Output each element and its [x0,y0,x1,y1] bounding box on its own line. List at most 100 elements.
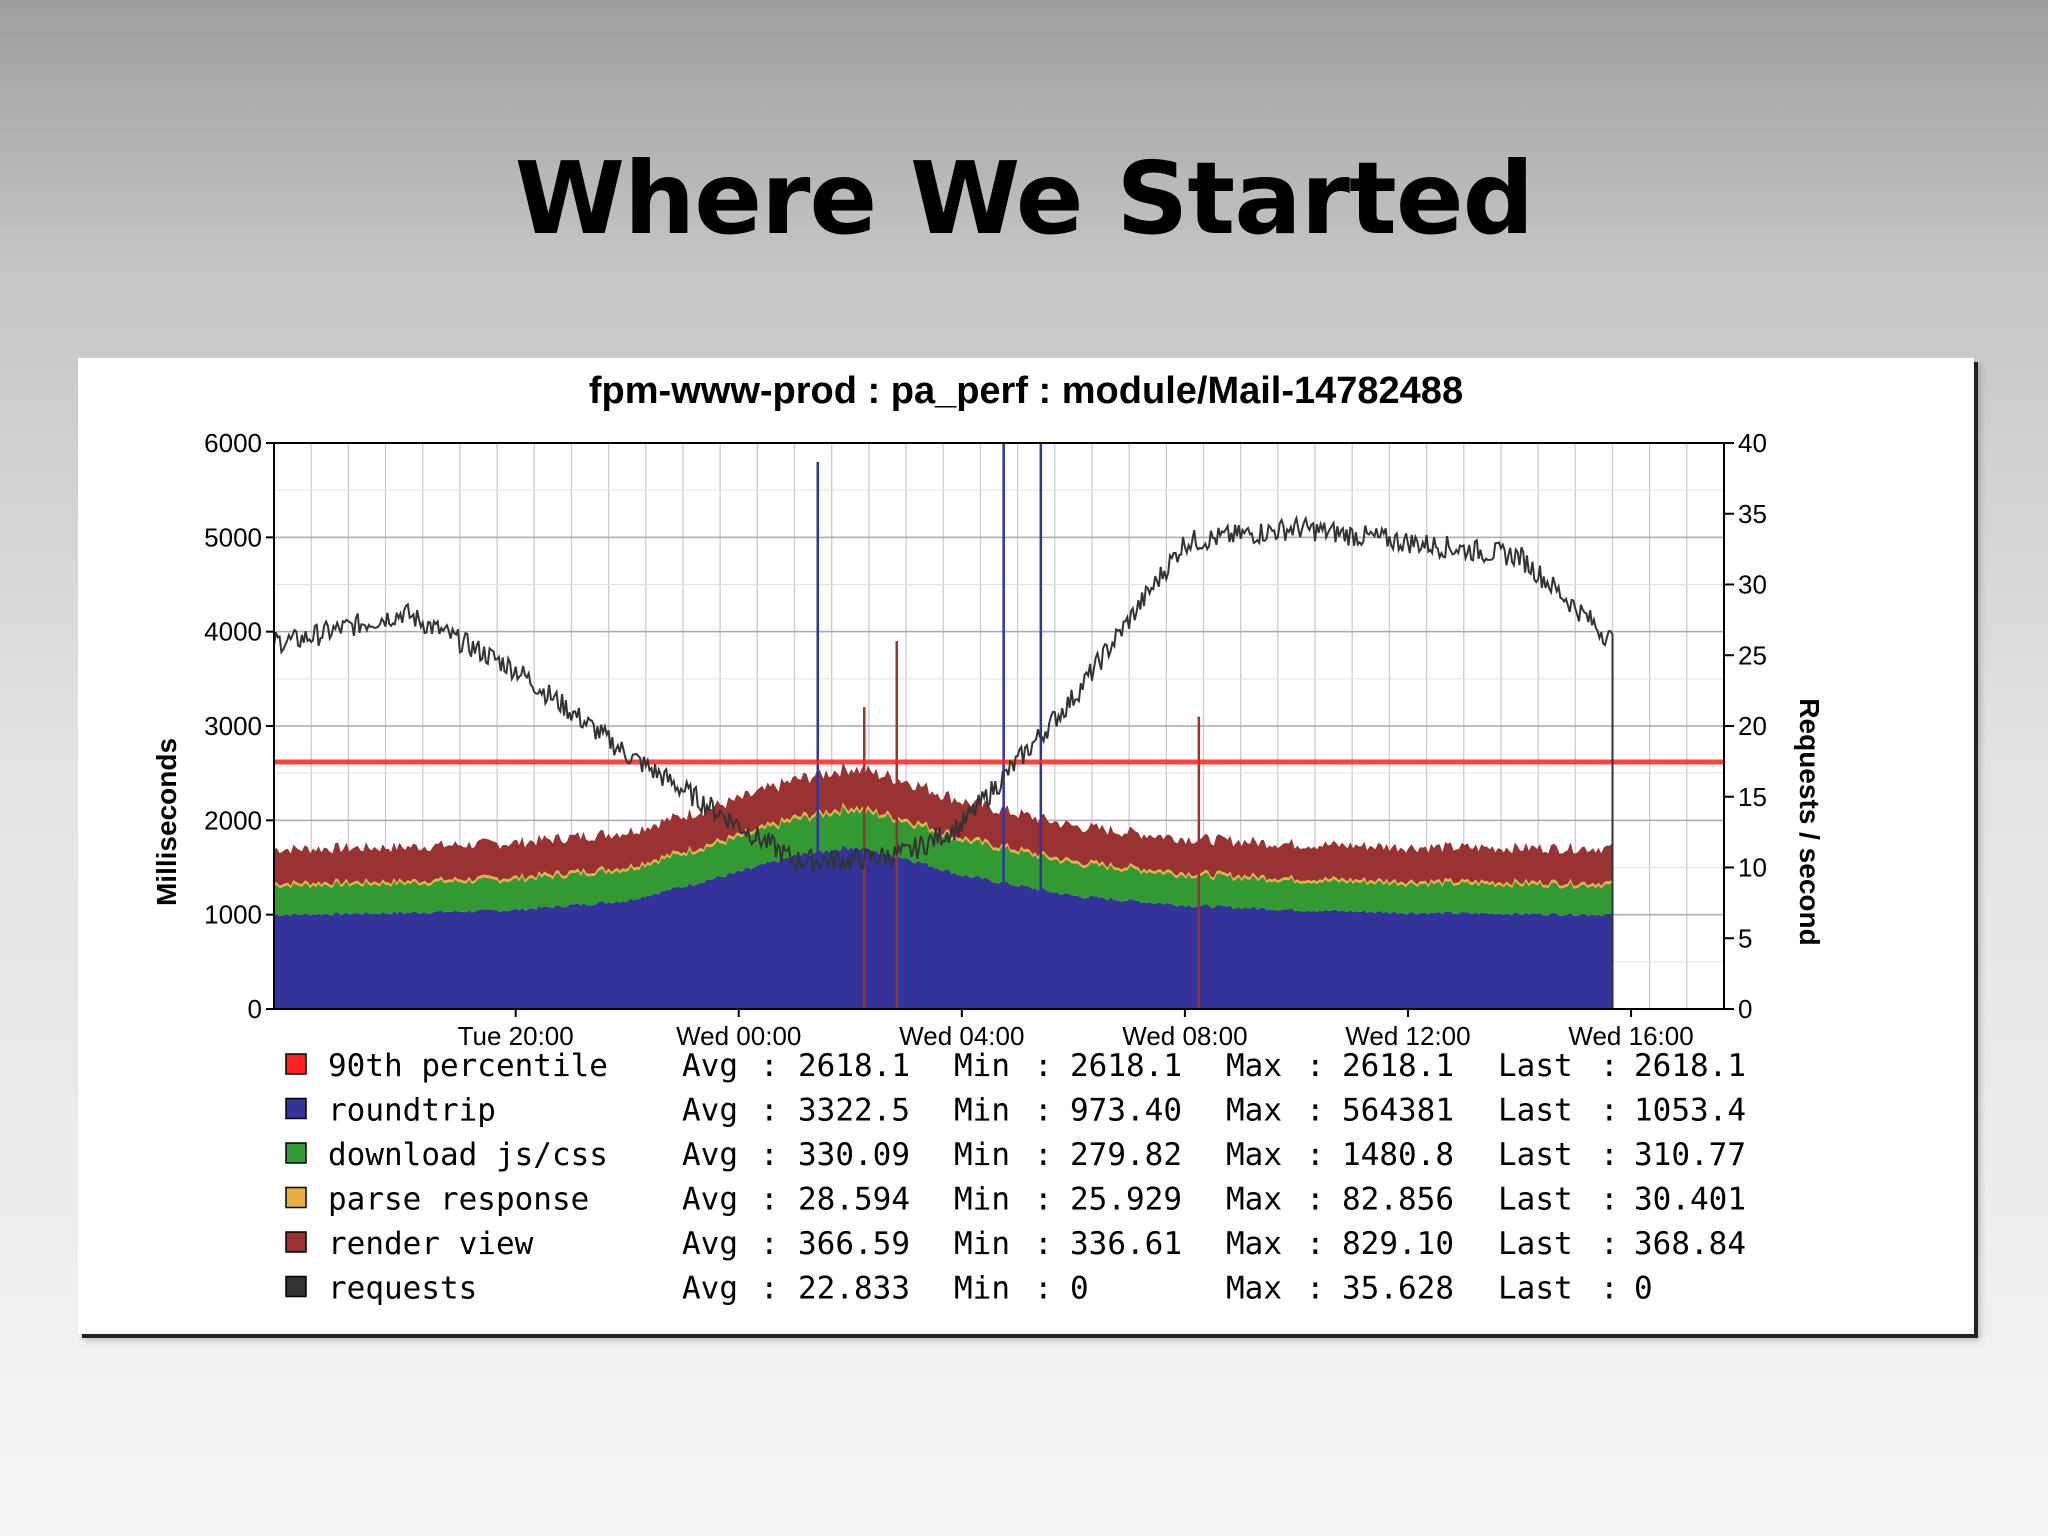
x-tick-label: Tue 20:00 [458,1021,574,1051]
legend-row: 90th percentile Avg:2618.1 Min:2618.1 Max:2… [285,1048,1746,1084]
legend-max-value: 1480.8 [1342,1137,1454,1173]
legend-sep: : [1600,1137,1619,1173]
legend-max-value: 82.856 [1342,1182,1454,1218]
area-render-view [274,762,1613,886]
y-tick-label: 2000 [204,805,262,835]
y2-tick-label: 25 [1738,640,1767,670]
y2-axis-label: Requests / second [1794,698,1825,945]
legend-min-value: 279.82 [1070,1137,1182,1173]
legend-sep: : [1306,1182,1325,1218]
legend-min-value: 973.40 [1070,1093,1182,1129]
legend-last-value: 30.401 [1634,1182,1746,1218]
y-tick-label: 1000 [204,900,262,930]
legend-min-label: Min [954,1226,1010,1262]
x-tick-label: Wed 16:00 [1568,1021,1693,1051]
legend-max-label: Max [1226,1048,1282,1084]
legend-min-value: 336.61 [1070,1226,1182,1262]
legend-last-value: 1053.4 [1634,1093,1746,1129]
legend-sep: : [1306,1048,1325,1084]
chart-panel: fpm-www-prod : pa_perf : module/Mail-147… [78,358,1974,1334]
legend-last-value: 310.77 [1634,1137,1746,1173]
x-tick-label: Wed 00:00 [676,1021,801,1051]
legend-series-name: parse response [328,1182,589,1218]
legend-avg-label: Avg [682,1271,738,1307]
legend-sep: : [760,1137,779,1173]
legend-sep: : [1306,1093,1325,1129]
legend-max-label: Max [1226,1093,1282,1129]
chart-title: fpm-www-prod : pa_perf : module/Mail-147… [589,370,1463,412]
legend-sep: : [1600,1093,1619,1129]
legend-last-label: Last [1498,1137,1573,1173]
legend-last-label: Last [1498,1048,1573,1084]
legend-row: render view Avg:366.59 Min:336.61 Max:829.1… [285,1226,1746,1262]
legend-sep: : [1034,1271,1053,1307]
y2-tick-label: 30 [1738,570,1767,600]
legend-min-value: 2618.1 [1070,1048,1182,1084]
legend-min-value: 25.929 [1070,1182,1182,1218]
legend-avg-label: Avg [682,1093,738,1129]
legend-avg-label: Avg [682,1182,738,1218]
legend-avg-value: 330.09 [798,1137,910,1173]
legend-avg-label: Avg [682,1048,738,1084]
legend-min-label: Min [954,1093,1010,1129]
y-tick-label: 3000 [204,711,262,741]
area-download-js-css [274,805,1613,917]
y2-tick-label: 40 [1738,428,1767,458]
legend-sep: : [760,1226,779,1262]
legend-last-value: 2618.1 [1634,1048,1746,1084]
x-tick-label: Wed 12:00 [1345,1021,1470,1051]
legend-avg-value: 28.594 [798,1182,910,1218]
legend-max-label: Max [1226,1271,1282,1307]
legend-row: download js/css Avg:330.09 Min:279.82 Max:1… [285,1137,1746,1173]
y-tick-label: 0 [248,994,262,1024]
y2-tick-label: 20 [1738,711,1767,741]
legend-sep: : [1600,1048,1619,1084]
legend-swatch [285,1142,307,1164]
legend-avg-label: Avg [682,1226,738,1262]
legend-avg-value: 2618.1 [798,1048,910,1084]
legend-series-name: requests [328,1271,477,1307]
legend-swatch [285,1186,307,1209]
legend-series-name: roundtrip [328,1093,496,1129]
legend-series-name: download js/css [328,1137,608,1173]
legend-sep: : [1034,1093,1053,1129]
legend-min-label: Min [954,1048,1010,1084]
legend-swatch [285,1053,307,1075]
legend-row: requests Avg:22.833 Min:0 Max:35.628 Last:0 [285,1271,1653,1307]
legend-max-label: Max [1226,1137,1282,1173]
legend: 90th percentile Avg:2618.1 Min:2618.1 Max:2… [285,1048,1746,1307]
legend-sep: : [1306,1137,1325,1173]
area-roundtrip [274,845,1613,1009]
legend-swatch [285,1275,307,1298]
y2-tick-label: 35 [1738,499,1767,529]
legend-min-value: 0 [1070,1271,1089,1307]
legend-avg-value: 366.59 [798,1226,910,1262]
legend-swatch [285,1231,307,1253]
y-tick-label: 5000 [204,522,262,552]
y2-tick-label: 5 [1738,923,1752,953]
legend-max-label: Max [1226,1182,1282,1218]
legend-sep: : [760,1271,779,1307]
legend-last-label: Last [1498,1226,1573,1262]
legend-max-label: Max [1226,1226,1282,1262]
legend-avg-value: 3322.5 [798,1093,910,1129]
legend-swatch [285,1097,307,1120]
legend-sep: : [1600,1226,1619,1262]
legend-sep: : [760,1182,779,1218]
legend-last-label: Last [1498,1182,1573,1218]
legend-series-name: 90th percentile [328,1048,608,1084]
y-tick-label: 4000 [204,617,262,647]
x-tick-label: Wed 04:00 [899,1021,1024,1051]
legend-sep: : [1034,1137,1053,1173]
legend-series-name: render view [328,1226,534,1262]
legend-sep: : [760,1048,779,1084]
chart-svg: fpm-www-prod : pa_perf : module/Mail-147… [151,370,1825,1307]
y2-tick-label: 15 [1738,782,1767,812]
legend-last-label: Last [1498,1093,1573,1129]
legend-row: parse response Avg:28.594 Min:25.929 Max:82… [285,1182,1746,1218]
y-axis-label: Milliseconds [151,738,182,906]
slide-title: Where We Started [514,140,1534,257]
legend-sep: : [1306,1226,1325,1262]
legend-sep: : [760,1093,779,1129]
legend-max-value: 35.628 [1342,1271,1454,1307]
